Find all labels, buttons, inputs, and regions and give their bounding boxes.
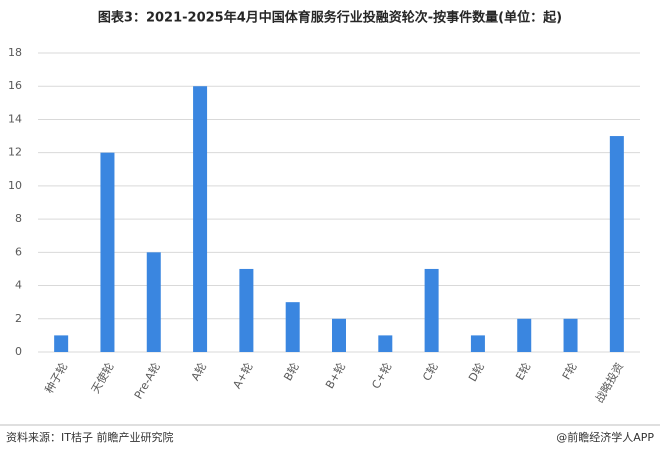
x-tick-label: C轮: [419, 360, 440, 383]
x-tick-label: D轮: [465, 360, 487, 384]
x-tick-label: 战略投资: [592, 360, 626, 405]
bar: [563, 318, 578, 352]
x-tick-label: 种子轮: [42, 360, 71, 396]
x-tick-label: B轮: [280, 360, 301, 383]
x-tick-label: A+轮: [230, 360, 256, 391]
bar: [609, 136, 624, 352]
bar: [193, 86, 208, 352]
y-tick-label: 12: [8, 146, 22, 159]
y-tick-label: 2: [15, 312, 22, 325]
bar: [517, 318, 532, 352]
bar: [332, 318, 346, 352]
y-tick-label: 16: [8, 79, 22, 92]
x-tick-label: B+轮: [322, 360, 348, 391]
y-tick-label: 4: [15, 279, 22, 292]
y-tick-label: 8: [15, 212, 22, 225]
bar: [54, 335, 69, 352]
x-tick-label: C+轮: [368, 360, 394, 391]
x-tick-label: F轮: [559, 360, 580, 382]
bar: [100, 152, 115, 352]
chart-title: 图表3：2021-2025年4月中国体育服务行业投融资轮次-按事件数量(单位：起…: [98, 10, 562, 26]
x-tick-label: Pre-A轮: [131, 360, 163, 401]
bar: [470, 335, 485, 352]
x-tick-label: 天使轮: [88, 360, 117, 396]
y-tick-label: 14: [8, 112, 22, 125]
y-tick-label: 10: [8, 179, 22, 192]
y-tick-label: 18: [8, 46, 22, 59]
credit-note: @前瞻经济学人APP: [556, 430, 654, 444]
y-tick-label: 0: [15, 345, 22, 358]
x-tick-label: A轮: [188, 360, 209, 383]
source-note: 资料来源：IT桔子 前瞻产业研究院: [6, 430, 173, 444]
bar: [146, 252, 161, 352]
bar: [424, 268, 439, 352]
y-tick-label: 6: [15, 245, 22, 258]
bar: [285, 302, 300, 352]
bar: [378, 335, 393, 352]
x-tick-label: E轮: [512, 360, 533, 383]
bar: [239, 268, 254, 352]
